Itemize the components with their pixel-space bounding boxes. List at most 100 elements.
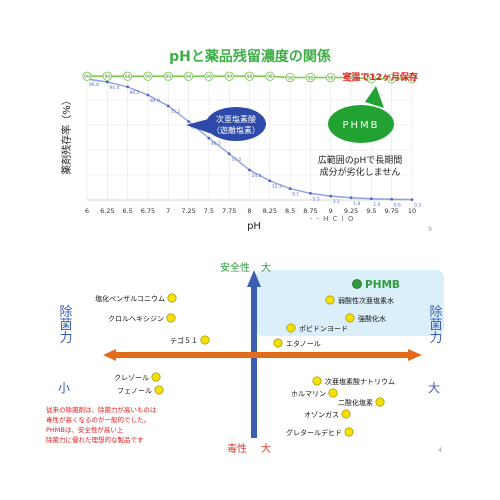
x-tick-label: 6 xyxy=(85,207,89,215)
x-tick-label: 7.5 xyxy=(204,207,214,215)
phmb-point-label: 99 xyxy=(206,74,212,80)
x-tick-label: 6.75 xyxy=(141,207,155,215)
phmb-point-label: PHMB xyxy=(365,279,400,291)
efficacy-right-value: 大 xyxy=(428,381,440,395)
phmb-point xyxy=(265,71,275,81)
phmb-series-points: 99 99 99 99 99 99 99 99 99 99 98 98 98 98 97 97 97 xyxy=(82,71,417,84)
point-marker xyxy=(167,293,177,303)
phmb-point xyxy=(204,71,214,81)
phmb-point xyxy=(407,74,417,84)
efficacy-right-label: 除菌力 xyxy=(427,305,443,345)
safety-axis-value: 大 xyxy=(261,261,271,274)
phmb-point-label: 97 xyxy=(369,77,375,83)
stability-note-line1: 広範囲のpHで長期間 xyxy=(318,154,402,166)
x-tick-label: 8.75 xyxy=(303,207,317,215)
phmb-point-label: 99 xyxy=(186,74,192,80)
point-label: グレタールデヒド xyxy=(286,428,342,437)
x-tick-label: 10 xyxy=(408,207,416,215)
point-label: ポビドンヨード xyxy=(299,324,348,333)
stability-note-line2: 成分が劣化しません xyxy=(320,166,401,178)
hypochlorite-point-label: 49.5 xyxy=(211,141,221,147)
note-line-4: 除菌力に優れた理想的な製品です xyxy=(46,435,144,444)
point-label: 塩化ベンザルコニウム xyxy=(95,294,165,303)
hypochlorite-point xyxy=(309,191,312,195)
point-marker xyxy=(345,313,355,323)
phmb-point-label: 99 xyxy=(104,74,110,80)
phmb-point-label: 98 xyxy=(328,75,334,81)
point-marker xyxy=(328,388,338,398)
hypochlorite-point-label: 15.3 xyxy=(272,184,282,190)
hypochlorite-point-label: 3.1 xyxy=(333,199,340,205)
hypochlorite-point xyxy=(187,120,190,123)
point-label: テゴ５１ xyxy=(170,336,198,345)
x-tick-label: 7.25 xyxy=(181,207,195,215)
x-tick-label: 9.25 xyxy=(344,207,358,215)
efficacy-left-value: 小 xyxy=(58,381,70,395)
x-axis-label: pH xyxy=(247,221,261,232)
phmb-callout-bubble xyxy=(328,105,394,143)
scatter-point: フェノール xyxy=(117,385,164,395)
phmb-point-label: 99 xyxy=(145,74,151,80)
top-page-number: 9 xyxy=(428,226,432,233)
x-tick-label: 8 xyxy=(247,207,251,215)
x-tick-label: 9.5 xyxy=(366,207,376,215)
phmb-point xyxy=(224,71,234,81)
hypochlorite-point-label: 5.3 xyxy=(312,196,319,202)
point-marker xyxy=(166,313,176,323)
point-label: 二酸化塩素 xyxy=(338,398,373,407)
point-marker xyxy=(344,427,354,437)
point-marker xyxy=(341,409,351,419)
note-line-1: 従来の除菌剤は、除菌力が高いものは xyxy=(46,405,157,414)
hypochlorite-point xyxy=(207,136,211,140)
safety-axis-label: 安全性 xyxy=(220,261,250,274)
phmb-marker xyxy=(352,279,362,289)
safety-efficacy-chart-panel: 安全性 大 毒性 大 除菌力 小 除菌力 大 PHMB 塩化ベンザルコニウムクロル… xyxy=(46,261,444,455)
phmb-point xyxy=(387,74,397,84)
phmb-point-label: 98 xyxy=(308,75,314,81)
x-tick-label: 6.25 xyxy=(100,207,114,215)
comparison-note: 従来の除菌剤は、除菌力が高いものは 毒性が高くなるのが一般的でした。 PHMBは… xyxy=(46,405,157,444)
point-marker xyxy=(375,397,385,407)
phmb-point-label: 99 xyxy=(247,74,253,80)
hypochlorite-point xyxy=(410,198,414,202)
point-marker xyxy=(312,376,322,386)
phmb-point-label: 99 xyxy=(84,74,90,80)
point-label: 次亜塩素酸ナトリウム xyxy=(325,377,395,386)
hypochlorite-point-label: 37.0 xyxy=(231,157,241,163)
phmb-point xyxy=(122,71,133,81)
hypochlorite-point-label: 94.4 xyxy=(109,85,119,91)
bottom-page-number: 4 xyxy=(438,447,442,454)
hypochlorite-callout-line1: 次亜塩素酸 xyxy=(216,114,256,124)
hypochlorite-point-label: 1.8 xyxy=(353,201,360,207)
point-label: クロルヘキシジン xyxy=(108,315,164,323)
hypochlorite-point xyxy=(349,196,353,200)
point-label: フェノール xyxy=(117,387,152,395)
phmb-point-label: 97 xyxy=(389,77,395,83)
room-temp-note: 室温で12ヶ月保存 xyxy=(342,71,418,83)
scatter-point: PHMB xyxy=(352,279,400,291)
y-axis-label: 薬剤残存率（%） xyxy=(60,95,73,175)
phmb-highlight-region xyxy=(255,270,444,336)
point-marker xyxy=(273,338,283,348)
scatter-point: 二酸化塩素 xyxy=(338,397,385,407)
hypochlorite-point xyxy=(105,80,109,84)
point-marker xyxy=(325,295,335,305)
hypochlorite-point-label: 75.2 xyxy=(170,109,180,115)
scatter-point: 次亜塩素酸ナトリウム xyxy=(312,376,395,386)
toxicity-axis-label: 毒性 xyxy=(227,442,247,455)
phmb-point-label: 99 xyxy=(165,74,171,80)
hypochlorite-point xyxy=(146,93,150,97)
hypochlorite-point xyxy=(288,187,292,191)
phmb-point xyxy=(163,71,173,81)
chart-title: pHと薬品残留濃度の関係 xyxy=(169,48,331,65)
hypochlorite-point-label: 96.8 xyxy=(89,82,99,88)
scatter-point: 弱酸性次亜塩素水 xyxy=(325,295,394,305)
point-label: ホルマリン xyxy=(291,390,326,398)
point-marker xyxy=(286,323,296,333)
phmb-point-label: 97 xyxy=(409,77,415,83)
hypochlorite-point-label: 0.3 xyxy=(414,203,421,209)
ph-residual-chart-panel: pHと薬品残留濃度の関係 薬剤残存率（%） 96.894.490.584.075… xyxy=(60,48,432,233)
phmb-point-label: 98 xyxy=(287,75,293,81)
hypochlorite-point-label: 9.1 xyxy=(292,192,299,198)
hypochlorite-point xyxy=(126,85,130,89)
